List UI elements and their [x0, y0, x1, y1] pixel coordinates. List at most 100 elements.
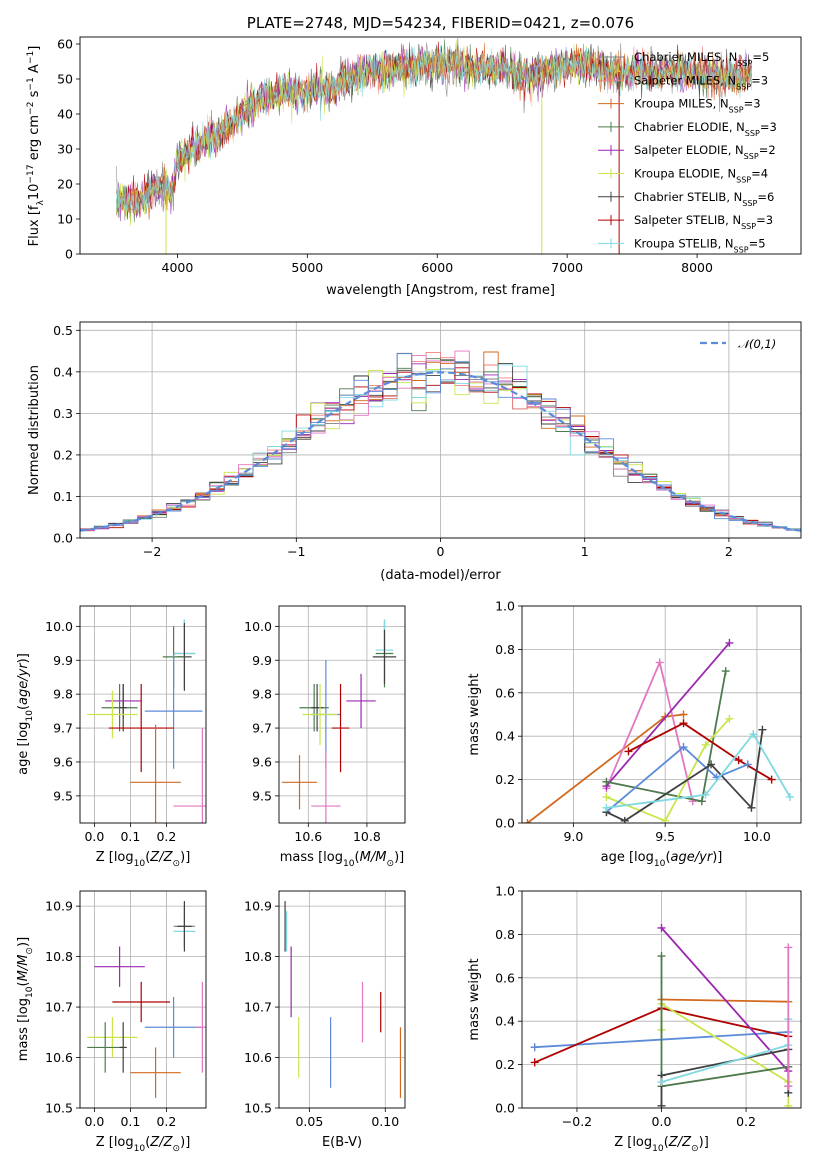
x-axis-label-part: age/yr: [671, 850, 714, 865]
y-tick-label: 10.0: [45, 619, 73, 634]
x-axis-label-part: 10: [652, 1144, 664, 1154]
y-tick-label: 0.2: [495, 1057, 515, 1072]
y-axis-label-part: −1: [26, 51, 36, 64]
spectrum-panel: 4000 5000 6000 7000 8000 0 10 20 30 40 50 60: [57, 37, 802, 275]
x-axis-label-part: ⊙: [173, 1144, 181, 1154]
mass_vs_ebv-frame: [278, 890, 406, 1109]
x-axis-label-part: )]: [180, 850, 190, 865]
legend-label-part: =5: [749, 236, 766, 250]
weight-marker: [679, 710, 688, 719]
weight-marker: [697, 797, 706, 806]
legend-label-part: SSP: [737, 59, 752, 68]
x-axis-label-part: )]: [712, 850, 722, 865]
legend-label-part: =3: [760, 120, 777, 134]
y-tick-label: 9.5: [53, 788, 73, 803]
y-tick-label: 10.9: [244, 899, 272, 914]
y-tick-label: 9.7: [53, 721, 73, 736]
x-axis-label-part: Z [log: [96, 850, 134, 865]
x-tick-label: −1: [287, 544, 305, 559]
weight-marker: [701, 790, 710, 799]
y-tick-label: 0.4: [495, 729, 515, 744]
x-axis-label-part: (: [145, 1135, 150, 1150]
x-axis-label-part: ⊙: [386, 859, 394, 869]
weight-marker: [749, 730, 758, 739]
y-axis-label-part: −17: [26, 164, 36, 183]
y-axis-label-part: ]: [27, 46, 42, 51]
weight-marker: [725, 714, 734, 723]
weight-marker: [734, 756, 743, 765]
x-axis-label-part: 10: [134, 859, 146, 869]
legend-label-part: Salpeter STELIB, N: [634, 213, 741, 227]
x-axis-label-part: (: [145, 850, 150, 865]
legend-label-part: SSP: [729, 105, 744, 114]
y-axis-label-part: 10: [25, 710, 35, 722]
legend-label-part: Chabrier STELIB, N: [634, 190, 742, 204]
spectrum-line: [116, 42, 752, 220]
weight-marker: [602, 792, 611, 801]
x-tick-label: 0.2: [736, 1114, 756, 1129]
y-tick-label: 0.2: [495, 772, 515, 787]
age_vs_Z-plot-area: [80, 606, 206, 823]
x-tick-label: 0.1: [120, 829, 140, 844]
y-tick-label: 0.0: [495, 816, 515, 831]
legend-label-part: =5: [752, 50, 769, 64]
weight-marker: [707, 760, 716, 769]
weight-marker: [657, 1101, 666, 1108]
residuals-panel: −2 −1 0 1 2 0.0 0.1 0.2 0.3 0.4 0.5: [53, 321, 802, 559]
y-tick-label: 9.6: [53, 754, 73, 769]
weight-line: [660, 1002, 790, 1106]
y-axis-label-part: Flux [f: [27, 205, 42, 246]
y-tick-label: 10.6: [244, 1050, 272, 1065]
legend-label-part: Salpeter MILES, N: [634, 73, 736, 87]
y-tick-label: 0.3: [53, 406, 73, 421]
residuals-plot-area: [80, 322, 801, 538]
y-axis-label-part: −1: [26, 77, 36, 90]
x-tick-label: 8000: [681, 260, 713, 275]
y-axis-label-part: M/M: [16, 955, 31, 982]
y-tick-label: 1.0: [495, 599, 515, 614]
weight-line: [661, 1019, 790, 1083]
spectrum-line: [116, 44, 752, 219]
x-tick-label: 5000: [291, 260, 323, 275]
x-tick-label: 0.05: [295, 1114, 323, 1129]
y-tick-label: 10.7: [45, 1000, 73, 1015]
x-axis-label-part: 10: [134, 1144, 146, 1154]
x-axis-label-part: age [log: [601, 850, 654, 865]
x-axis-label: Z [log10(Z/Z⊙)]: [614, 1135, 709, 1154]
spectrum-plot-area: [116, 37, 752, 254]
legend-label-part: Salpeter ELODIE, N: [634, 143, 744, 157]
weight-marker: [657, 923, 666, 932]
legend-label-part: SSP: [744, 152, 759, 161]
chart-title: PLATE=2748, MJD=54234, FIBERID=0421, z=0…: [247, 14, 634, 32]
legend-label-part: SSP: [741, 222, 756, 231]
weight-marker: [784, 943, 793, 952]
legend-label-part: =6: [757, 190, 774, 204]
weight-line: [606, 732, 791, 809]
weight-line: [605, 745, 749, 813]
weight-marker: [758, 725, 767, 734]
x-tick-label: 9.0: [563, 829, 583, 844]
legend-label-part: Kroupa MILES, N: [634, 97, 729, 111]
y-axis-label-part: 10: [25, 986, 35, 998]
legend-label-part: SSP: [742, 198, 757, 207]
legend-label-part: SSP: [734, 245, 749, 254]
legend-label: Chabrier STELIB, NSSP=6: [634, 190, 774, 208]
x-tick-label: 0.0: [84, 1114, 104, 1129]
y-tick-label: 0.4: [495, 1014, 515, 1029]
x-axis-label-part: 10: [654, 859, 666, 869]
legend-label-part: =3: [756, 213, 773, 227]
x-axis-label-part: M/M: [360, 850, 387, 865]
legend-label: Salpeter MILES, NSSP=3: [634, 73, 768, 91]
y-tick-label: 10.5: [244, 1101, 272, 1116]
x-axis-label-part: Z [log: [96, 1135, 134, 1150]
normal-curve: [80, 371, 801, 532]
y-tick-label: 0.0: [495, 1101, 515, 1116]
weight-marker: [530, 1043, 539, 1052]
y-axis-label-part: s: [27, 90, 42, 101]
legend-label-part: Kroupa STELIB, N: [634, 236, 734, 250]
legend-label: Chabrier ELODIE, NSSP=3: [634, 120, 777, 138]
weight_vs_age-plot-area: [522, 606, 801, 823]
weight-line: [605, 642, 731, 787]
legend-label: Salpeter STELIB, NSSP=3: [634, 213, 773, 231]
x-axis-label-part: Z/Z: [149, 1135, 173, 1150]
